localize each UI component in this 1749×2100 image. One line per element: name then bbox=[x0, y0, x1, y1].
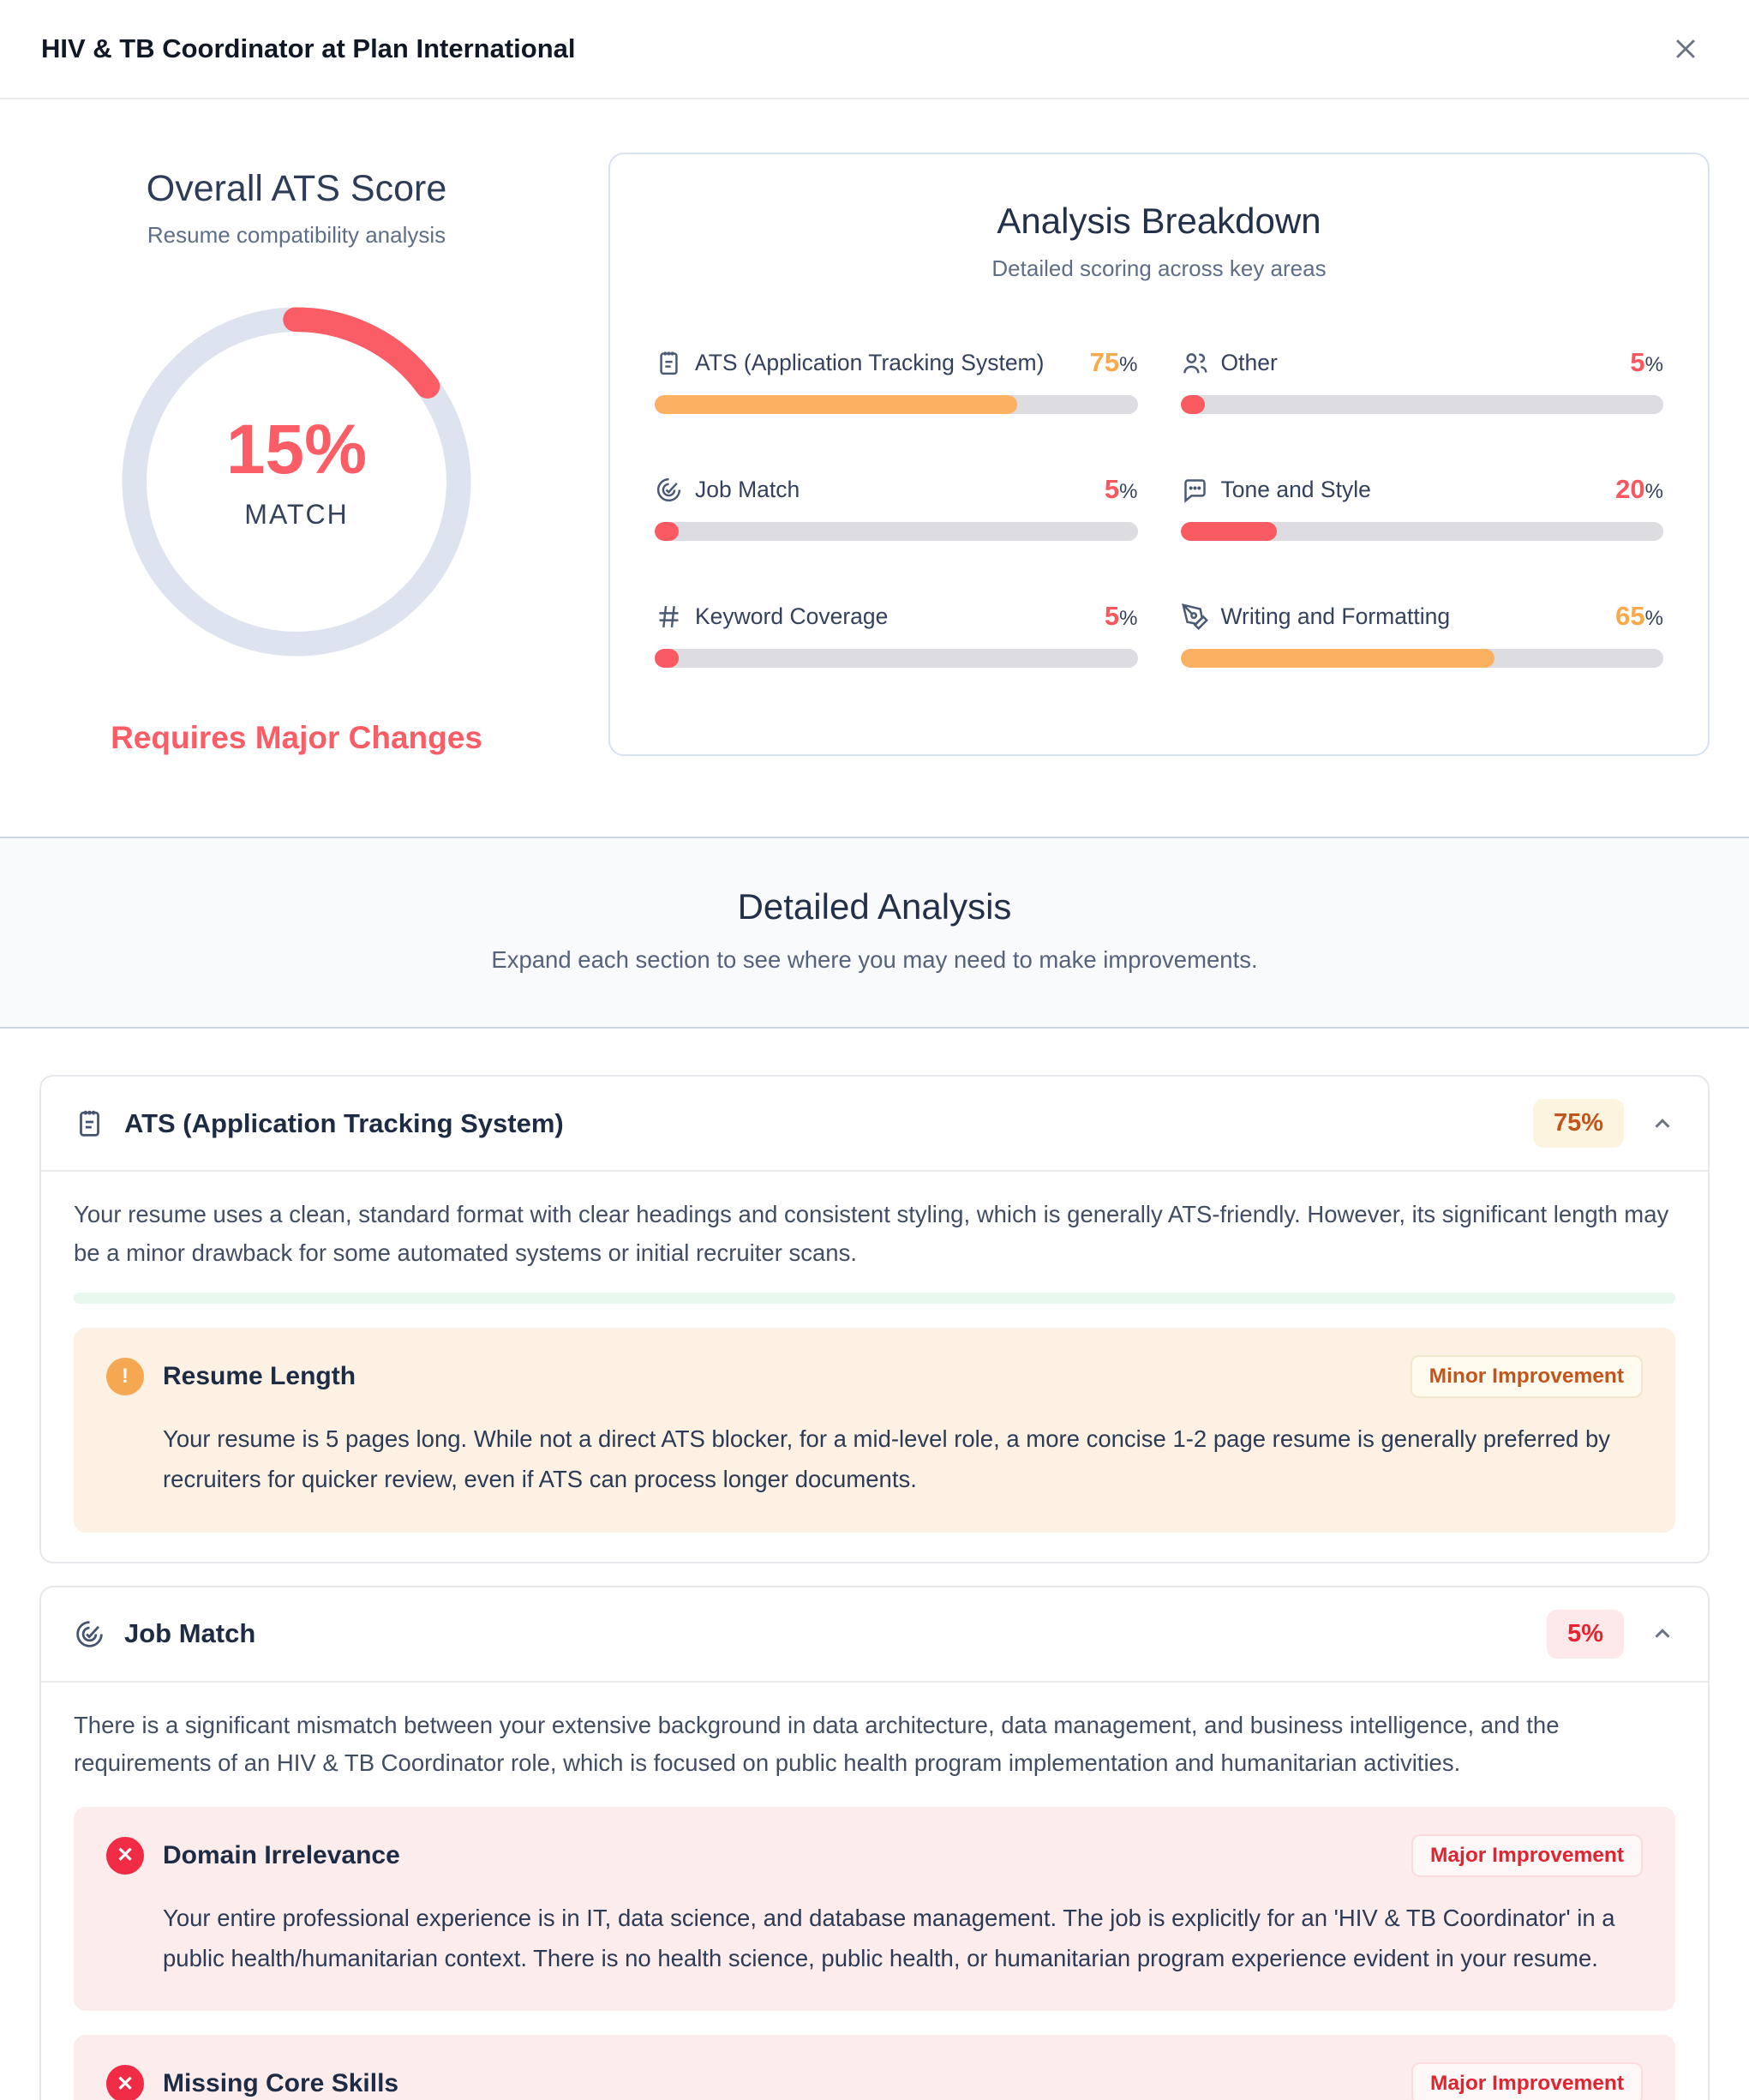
section-summary: There is a significant mismatch between … bbox=[74, 1711, 1560, 1777]
metric-label: Keyword Coverage bbox=[695, 603, 889, 629]
divider bbox=[41, 1680, 1708, 1683]
overall-score-panel: Overall ATS Score Resume compatibility a… bbox=[39, 153, 554, 756]
score-gauge-center: 15% MATCH bbox=[108, 293, 485, 670]
score-verdict: Requires Major Changes bbox=[111, 720, 482, 755]
metric-label: Tone and Style bbox=[1220, 476, 1371, 502]
overall-score-title: Overall ATS Score bbox=[146, 168, 447, 209]
issue-text: Your entire professional experience is i… bbox=[163, 1904, 1615, 1972]
metrics-grid: ATS (Application Tracking System) 75% Ot… bbox=[655, 347, 1663, 668]
hash-icon bbox=[659, 605, 679, 627]
x-circle-icon: ✕ bbox=[106, 1836, 144, 1875]
section-job-match: Job Match 5% There is a significant mism… bbox=[39, 1585, 1710, 2100]
x-circle-icon: ✕ bbox=[106, 2065, 144, 2100]
alert-circle-icon: ! bbox=[106, 1358, 144, 1396]
detailed-analysis-title: Detailed Analysis bbox=[737, 886, 1012, 927]
metric-label: Job Match bbox=[695, 476, 800, 502]
section-ats-body: Your resume uses a clean, standard forma… bbox=[41, 1172, 1708, 1562]
metric-label: Other bbox=[1220, 349, 1278, 375]
progress-bar bbox=[655, 649, 1138, 668]
score-gauge-ring bbox=[122, 307, 471, 657]
top-section: Overall ATS Score Resume compatibility a… bbox=[0, 99, 1749, 756]
severity-badge: Major Improvement bbox=[1411, 2062, 1643, 2100]
metric-value: 75% bbox=[1089, 347, 1138, 377]
section-score-badge: 5% bbox=[1547, 1609, 1624, 1659]
detailed-analysis-band: Detailed Analysis Expand each section to… bbox=[0, 837, 1749, 1029]
metric-ats: ATS (Application Tracking System) 75% bbox=[655, 347, 1138, 414]
clipboard-icon bbox=[660, 351, 678, 375]
collapse-toggle[interactable] bbox=[1650, 1111, 1675, 1137]
overall-score-subtitle: Resume compatibility analysis bbox=[147, 222, 446, 248]
clipboard-icon bbox=[80, 1110, 99, 1137]
issue-resume-length: ! Resume Length Minor Improvement Your r… bbox=[74, 1328, 1675, 1533]
analysis-breakdown-card: Analysis Breakdown Detailed scoring acro… bbox=[608, 153, 1710, 756]
chevron-up-icon bbox=[1655, 1629, 1670, 1638]
accordion-sections: ATS (Application Tracking System) 75% Yo… bbox=[0, 1029, 1749, 2100]
metric-keyword-coverage: Keyword Coverage 5% bbox=[655, 601, 1138, 668]
metric-value: 5% bbox=[1104, 601, 1138, 631]
section-score-badge: 75% bbox=[1532, 1099, 1624, 1148]
collapse-toggle[interactable] bbox=[1650, 1621, 1675, 1647]
metric-value: 5% bbox=[1104, 474, 1138, 504]
score-value: 15% bbox=[225, 410, 368, 489]
severity-badge: Minor Improvement bbox=[1410, 1355, 1643, 1399]
close-icon bbox=[1676, 39, 1695, 58]
score-match-label: MATCH bbox=[244, 498, 349, 530]
users-icon bbox=[1183, 352, 1207, 373]
metric-job-match: Job Match 5% bbox=[655, 474, 1138, 541]
section-title: Job Match bbox=[124, 1618, 256, 1649]
breakdown-subtitle: Detailed scoring across key areas bbox=[991, 255, 1327, 281]
success-strip bbox=[74, 1293, 1675, 1305]
section-ats-header[interactable]: ATS (Application Tracking System) 75% bbox=[41, 1077, 1708, 1170]
close-button[interactable] bbox=[1667, 30, 1704, 68]
modal-header: HIV & TB Coordinator at Plan Internation… bbox=[0, 0, 1749, 99]
issue-title: Domain Irrelevance bbox=[163, 1840, 400, 1869]
section-summary: Your resume uses a clean, standard forma… bbox=[74, 1201, 1669, 1266]
progress-bar bbox=[655, 395, 1138, 414]
message-square-dots-icon bbox=[1183, 478, 1206, 503]
breakdown-title: Analysis Breakdown bbox=[997, 201, 1321, 241]
issue-text: Your resume is 5 pages long. While not a… bbox=[163, 1425, 1611, 1493]
metric-writing-formatting: Writing and Formatting 65% bbox=[1180, 601, 1663, 668]
detailed-analysis-subtitle: Expand each section to see where you may… bbox=[491, 946, 1258, 973]
section-job-match-body: There is a significant mismatch between … bbox=[41, 1683, 1708, 2100]
target-icon bbox=[76, 1620, 103, 1647]
metric-other: Other 5% bbox=[1180, 347, 1663, 414]
metric-tone-style: Tone and Style 20% bbox=[1180, 474, 1663, 541]
metric-label: ATS (Application Tracking System) bbox=[695, 349, 1045, 375]
issue-missing-core-skills: ✕ Missing Core Skills Major Improvement … bbox=[74, 2035, 1675, 2100]
issue-domain-irrelevance: ✕ Domain Irrelevance Major Improvement Y… bbox=[74, 1806, 1675, 2012]
progress-bar bbox=[1180, 522, 1663, 541]
progress-bar bbox=[655, 522, 1138, 541]
issue-title: Resume Length bbox=[163, 1362, 356, 1391]
pen-tool-icon bbox=[1181, 603, 1208, 630]
score-gauge-arc bbox=[122, 307, 471, 657]
page-title: HIV & TB Coordinator at Plan Internation… bbox=[41, 33, 576, 63]
section-ats: ATS (Application Tracking System) 75% Yo… bbox=[39, 1075, 1710, 1563]
metric-value: 20% bbox=[1615, 474, 1663, 504]
metric-value: 65% bbox=[1615, 601, 1663, 631]
score-gauge: 15% MATCH bbox=[108, 293, 485, 670]
issue-title: Missing Core Skills bbox=[163, 2069, 399, 2098]
section-job-match-header[interactable]: Job Match 5% bbox=[41, 1587, 1708, 1681]
severity-badge: Major Improvement bbox=[1411, 1833, 1643, 1877]
target-icon bbox=[656, 477, 681, 501]
metric-value: 5% bbox=[1630, 347, 1663, 377]
progress-bar bbox=[1180, 649, 1663, 668]
chevron-up-icon bbox=[1655, 1118, 1670, 1128]
metric-label: Writing and Formatting bbox=[1220, 603, 1451, 629]
section-title: ATS (Application Tracking System) bbox=[124, 1107, 564, 1138]
divider bbox=[41, 1170, 1708, 1172]
progress-bar bbox=[1180, 395, 1663, 414]
